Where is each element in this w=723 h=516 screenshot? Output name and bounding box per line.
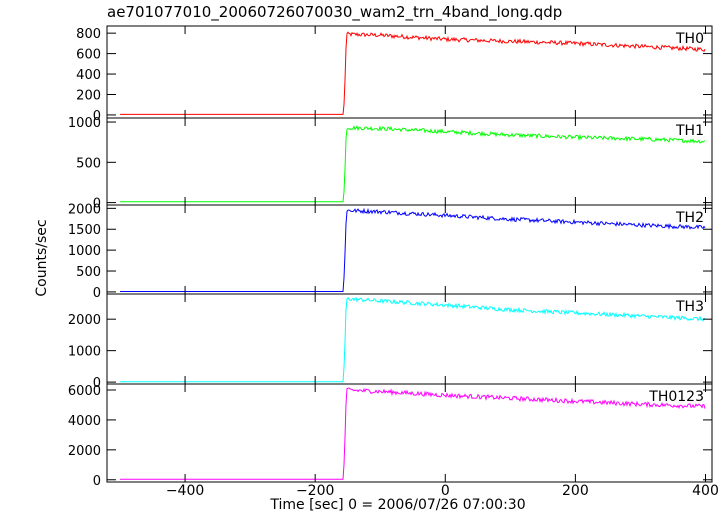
series-label-th0123: TH0123	[648, 389, 704, 405]
y-tick-label-th0: 800	[76, 27, 101, 42]
series-line-th1	[120, 125, 706, 203]
series-line-th0123	[120, 387, 706, 480]
y-tick-label-th2: 500	[76, 265, 101, 280]
series-line-th3	[120, 296, 706, 383]
y-tick-label-th3: 1000	[68, 345, 101, 360]
y-tick-label-th0123: 4000	[68, 414, 101, 429]
panel-frame-th1	[106, 117, 713, 206]
y-tick-label-th0: 0	[93, 109, 101, 124]
series-label-th2: TH2	[675, 210, 704, 226]
panel-frame-th3	[106, 293, 713, 385]
panel-frame-th0123	[106, 383, 713, 483]
y-axis-label: Counts/sec	[34, 219, 50, 297]
y-tick-label-th1: 500	[76, 156, 101, 171]
series-line-th0	[120, 31, 706, 115]
y-tick-label-th0: 600	[76, 48, 101, 63]
y-tick-label-th0123: 0	[93, 474, 101, 489]
series-line-th2	[120, 207, 706, 292]
x-tick-label: 0	[441, 483, 450, 499]
series-label-th1: TH1	[675, 123, 704, 139]
y-tick-label-th0123: 2000	[68, 444, 101, 459]
y-tick-label-th2: 2000	[68, 202, 101, 217]
panel-frame-th0	[106, 25, 713, 119]
y-tick-label-th1: 0	[93, 197, 101, 212]
x-tick-label: −200	[296, 483, 334, 499]
panel-frame-th2	[106, 204, 713, 295]
x-tick-label: −400	[166, 483, 204, 499]
series-label-th3: TH3	[675, 299, 704, 315]
y-tick-label-th0: 400	[76, 68, 101, 83]
x-tick-label: 200	[562, 483, 589, 499]
y-tick-label-th1: 1000	[68, 116, 101, 131]
chart-title: ae701077010_20060726070030_wam2_trn_4ban…	[107, 3, 563, 21]
series-label-th0: TH0	[675, 31, 704, 47]
y-tick-label-th2: 1000	[68, 244, 101, 259]
y-tick-label-th0: 200	[76, 88, 101, 103]
y-tick-label-th0123: 6000	[68, 384, 101, 399]
y-tick-label-th2: 1500	[68, 223, 101, 238]
x-axis-label: Time [sec] 0 = 2006/07/26 07:00:30	[270, 497, 526, 513]
y-tick-label-th2: 0	[93, 286, 101, 301]
y-tick-label-th3: 0	[93, 376, 101, 391]
y-tick-label-th3: 2000	[68, 313, 101, 328]
x-tick-label: 400	[692, 483, 719, 499]
